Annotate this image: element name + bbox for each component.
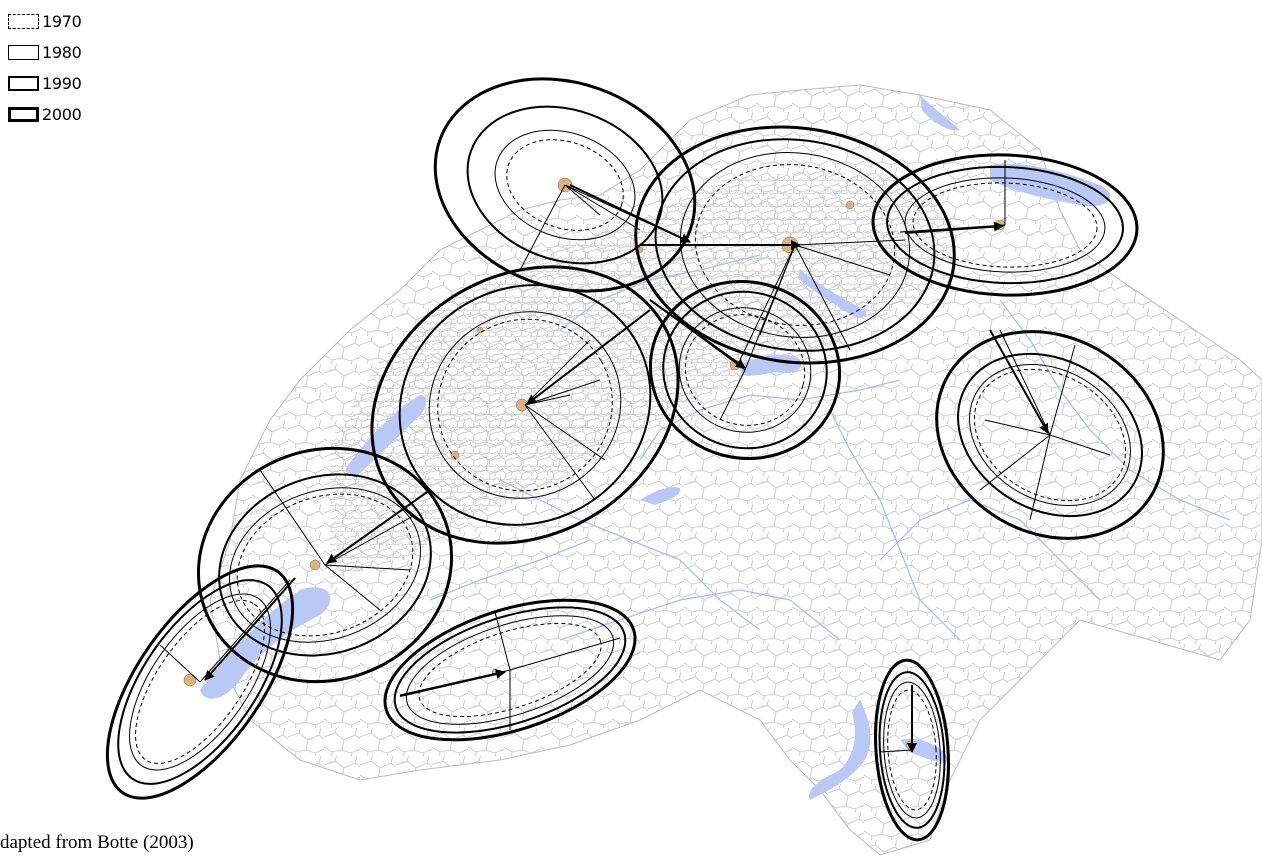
ellipse-1970: [912, 182, 1098, 268]
lake-geneva: [200, 587, 331, 699]
ellipse-1980: [494, 129, 636, 241]
urban-winterthur: [845, 200, 855, 210]
ellipse-1980: [405, 615, 615, 725]
ellipse-1970: [974, 368, 1126, 502]
legend-swatch-medium: [8, 76, 39, 91]
arrow-basel: [569, 184, 691, 243]
arrow-geneva: [204, 577, 296, 681]
ellipse-2000: [874, 658, 950, 842]
urban-geneva: [183, 673, 197, 687]
lakes: [200, 95, 1111, 800]
ellipse-2000: [634, 125, 956, 365]
legend-item-1980: 1980: [8, 37, 82, 68]
ellipse-1970: [684, 314, 806, 426]
ellipse-1970: [506, 139, 624, 231]
ellipse-1990: [662, 290, 828, 450]
ellipse-1980: [904, 177, 1106, 273]
ellipse-2000: [433, 77, 697, 293]
legend-swatch-thick: [8, 107, 39, 122]
ellipse-1980: [129, 593, 271, 771]
legend-label: 1990: [42, 74, 82, 93]
ellipse-1990: [117, 579, 283, 785]
lake-walen: [920, 95, 960, 131]
ellipse-2000: [871, 153, 1139, 297]
urban-lausanne: [309, 559, 321, 571]
legend-item-2000: 2000: [8, 99, 82, 130]
lake-thun: [640, 487, 681, 505]
ellipse-1990: [466, 105, 664, 265]
legend-label: 1970: [42, 12, 82, 31]
ellipse-group-stgallen: [871, 153, 1139, 297]
lake-maggiore: [809, 700, 871, 800]
ellipse-1990: [218, 473, 432, 657]
ellipse-2000: [935, 330, 1165, 540]
ellipse-1980: [228, 487, 422, 643]
arrow-eastern: [989, 329, 1049, 434]
ellipse-1980: [969, 363, 1131, 507]
lake-zurich: [798, 270, 867, 318]
ellipse-1980: [679, 152, 911, 338]
ellipse-1980: [678, 307, 812, 433]
switzerland-outline: [209, 84, 1262, 856]
ellipse-group-eastern: [935, 330, 1165, 540]
legend-item-1990: 1990: [8, 68, 82, 99]
arrow-bern: [526, 309, 651, 405]
radial-lines: [159, 160, 1111, 753]
arrow-lausanne: [326, 489, 431, 564]
ellipse-1990: [886, 165, 1124, 285]
lake-lucerne: [740, 354, 801, 376]
lake-neuchatel: [345, 395, 427, 478]
ellipse-group-lucerne: [648, 280, 842, 460]
ellipse-2000: [648, 280, 842, 460]
ellipse-2000: [383, 598, 637, 742]
legend-swatch-thin: [8, 45, 39, 60]
arrow-stgallen: [904, 221, 1004, 234]
ellipse-1980: [428, 311, 622, 499]
rivers: [429, 254, 1231, 641]
ellipse-1970: [418, 622, 602, 718]
legend-item-1970: 1970: [8, 6, 82, 37]
ellipse-group-valais: [383, 598, 637, 742]
ellipse-1990: [398, 284, 652, 526]
ellipse-1970: [437, 318, 613, 492]
arrow-valais: [399, 669, 506, 697]
urban-bern: [515, 398, 529, 412]
ellipse-2000: [105, 564, 295, 800]
ellipse-1990: [957, 352, 1143, 518]
legend-swatch-dashed: [8, 14, 39, 29]
legend-label: 1980: [42, 43, 82, 62]
ellipse-1990: [393, 606, 627, 734]
ellipse-1970: [236, 493, 414, 637]
ellipse-1970: [887, 689, 937, 811]
source-credit: dapted from Botte (2003): [0, 832, 194, 853]
arrow-lucerne: [649, 299, 746, 369]
ellipse-group-basel: [433, 77, 697, 293]
legend-label: 2000: [42, 105, 82, 124]
lake-constance: [990, 163, 1111, 206]
legend: 1970 1980 1990 2000: [8, 6, 82, 130]
